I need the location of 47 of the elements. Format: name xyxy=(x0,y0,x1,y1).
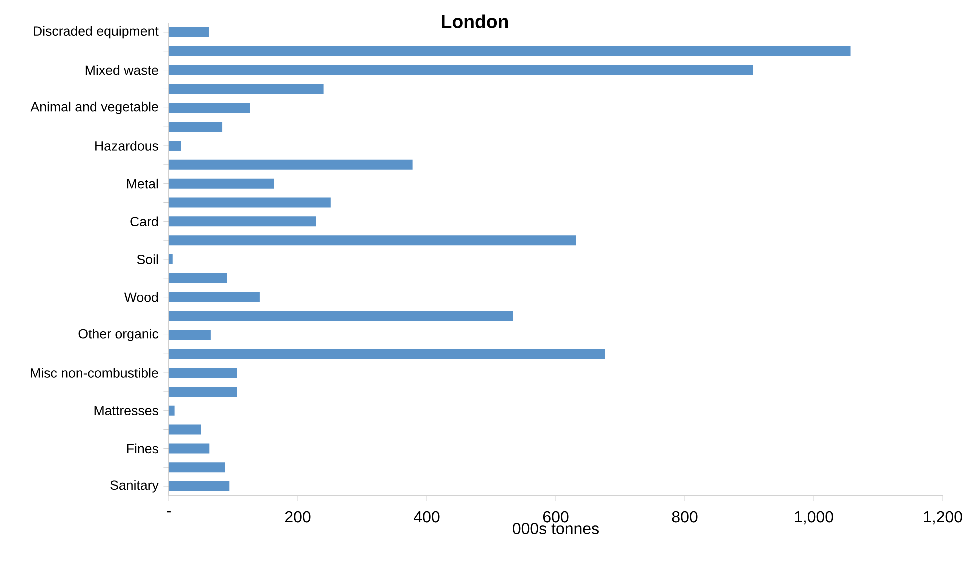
bar xyxy=(169,178,274,189)
bar xyxy=(169,292,260,302)
x-tick-label: 1,200 xyxy=(924,511,962,525)
y-tick-label: Other organic xyxy=(78,328,159,342)
bar xyxy=(169,386,238,397)
bar xyxy=(169,273,228,284)
bar xyxy=(169,103,250,114)
bar xyxy=(169,27,209,38)
bar xyxy=(169,482,230,492)
y-tick-label: Wood xyxy=(124,292,158,302)
bar xyxy=(169,424,202,435)
y-tick-label: Discraded equipment xyxy=(34,26,159,39)
x-tick-label: 400 xyxy=(414,511,440,523)
y-tick-label: Metal xyxy=(127,178,158,189)
bar xyxy=(169,311,514,322)
bar xyxy=(169,254,173,265)
y-tick-label: Hazardous xyxy=(96,141,158,151)
y-tick-label: Fines xyxy=(127,444,158,454)
bar xyxy=(169,122,223,132)
bar xyxy=(169,406,175,416)
y-tick-label: Mixed waste xyxy=(86,65,158,76)
x-axis-title: 000s tonnes xyxy=(513,523,599,534)
bar xyxy=(169,444,210,454)
bar xyxy=(169,198,331,208)
y-tick-label: Sanitary xyxy=(110,480,159,493)
bar xyxy=(169,84,324,94)
x-tick-label: 1,000 xyxy=(795,511,834,525)
y-tick-label: Soil xyxy=(137,254,158,264)
bar xyxy=(169,462,226,473)
bar xyxy=(169,65,754,76)
bar xyxy=(169,330,211,340)
x-tick-label: 800 xyxy=(672,511,698,523)
y-tick-label: Misc non-combustible xyxy=(31,368,158,378)
y-tick-label: Mattresses xyxy=(94,406,158,416)
x-tick-label: 600 xyxy=(543,511,569,523)
bar xyxy=(169,160,413,170)
chart-title: London xyxy=(442,14,508,28)
bar xyxy=(169,349,606,360)
bar xyxy=(169,236,576,246)
bar xyxy=(169,46,851,56)
y-tick-label: Card xyxy=(130,216,158,227)
x-tick-label: 200 xyxy=(285,511,311,523)
bar xyxy=(169,140,182,151)
x-tick-label: - xyxy=(167,511,171,513)
y-tick-label: Animal and vegetable xyxy=(30,102,158,114)
bar xyxy=(169,216,316,227)
bar xyxy=(169,368,238,378)
